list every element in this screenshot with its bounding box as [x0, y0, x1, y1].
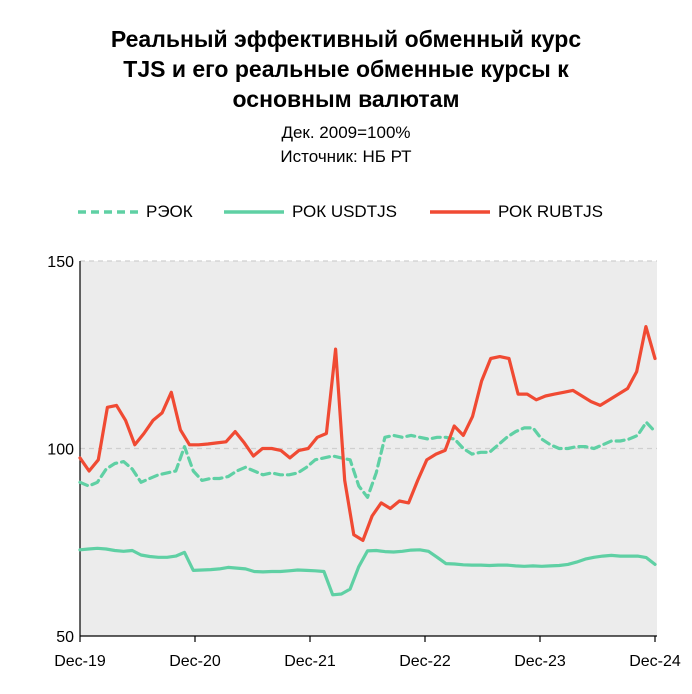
legend-swatch-reok [78, 210, 138, 214]
legend-label-rubtjs: РОК RUBTJS [498, 202, 603, 221]
chart-legend: РЭОК РОК USDTJS РОК RUBTJS [0, 200, 692, 224]
series-line-0 [78, 420, 657, 499]
chart-title-line-3: основным валютам [232, 86, 460, 112]
x-tick-label: Dec-23 [514, 653, 566, 670]
x-tick-label: Dec-24 [629, 653, 681, 670]
y-tick-label: 150 [47, 254, 74, 271]
legend-item-rubtjs: РОК RUBTJS [430, 200, 603, 224]
chart-title-line-1: Реальный эффективный обменный курс [110, 26, 582, 52]
series-line-2 [78, 324, 657, 542]
legend-label-reok: РЭОК [146, 202, 193, 221]
y-tick-label: 100 [47, 442, 74, 459]
chart-subtitle-source: Источник: НБ РТ [280, 147, 412, 166]
chart-subtitle-base: Дек. 2009=100% [281, 123, 411, 142]
legend-label-usdtjs: РОК USDTJS [292, 202, 397, 221]
chart-title-line-2: TJS и его реальные обменные курсы к [123, 56, 569, 82]
legend-swatch-rubtjs [430, 210, 490, 214]
legend-item-reok: РЭОК [78, 200, 193, 224]
series-line-1 [78, 546, 657, 597]
x-tick-label: Dec-20 [169, 653, 221, 670]
chart-title: Реальный эффективный обменный курс TJS и… [0, 24, 692, 114]
legend-item-usdtjs: РОК USDTJS [224, 200, 397, 224]
x-tick-label: Dec-19 [54, 653, 106, 670]
legend-swatch-usdtjs [224, 210, 284, 214]
x-tick-label: Dec-21 [284, 653, 336, 670]
line-chart: 50 100 150 Dec-19 Dec-20 Dec-21 Dec-22 Dec-23 De… [47, 254, 681, 670]
y-tick-label: 50 [56, 629, 74, 646]
x-tick-label: Dec-22 [399, 653, 451, 670]
